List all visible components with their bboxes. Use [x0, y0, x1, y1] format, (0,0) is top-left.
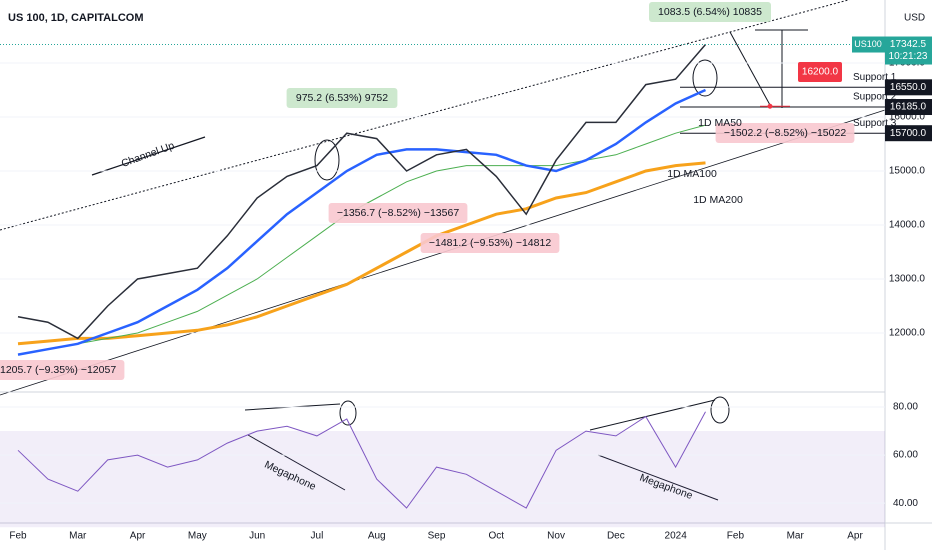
annotation-box	[420, 233, 560, 253]
channel-top	[0, 0, 851, 231]
rsi-tick-label: 40.00	[893, 498, 918, 509]
annotation-box	[328, 203, 468, 223]
x-tick-label: Feb	[727, 531, 745, 542]
annotation: 1D MA50	[698, 117, 742, 129]
currency: USD	[904, 13, 925, 24]
annotation-box	[0, 360, 125, 380]
annotation: −1205.7 (−9.35%) −12057	[0, 364, 116, 376]
support-name: Support 3	[853, 118, 897, 129]
support-tag	[885, 125, 932, 142]
circle	[339, 400, 357, 426]
last-price: 17342.5	[890, 39, 927, 50]
x-tick-label: Nov	[547, 531, 565, 542]
x-tick-label: Mar	[787, 531, 805, 542]
support-name: Support 2	[853, 92, 897, 103]
x-tick-label: May	[188, 531, 207, 542]
series-line	[17, 88, 707, 356]
channel-arrow	[91, 136, 206, 176]
x-tick-label: Mar	[69, 531, 87, 542]
support-name: Support 1	[853, 72, 897, 83]
support-value: 15700.0	[890, 128, 927, 139]
annotation: 975.2 (6.53%) 9752	[296, 92, 388, 104]
support-value: 16185.0	[890, 102, 927, 113]
x-tick-label: Apr	[130, 531, 146, 542]
circle	[314, 139, 340, 181]
circle	[710, 396, 730, 424]
rsi-band	[0, 431, 885, 528]
x-tick-label: Jul	[311, 531, 324, 542]
annotation: 1D MA100	[667, 168, 717, 180]
target-point	[767, 103, 773, 109]
rsi-tick-label: 80.00	[893, 402, 918, 413]
megaphone-line	[247, 434, 346, 491]
rsi-line	[17, 411, 706, 509]
symbol-tag	[852, 36, 885, 53]
annotation-box	[286, 88, 398, 108]
chart-title: US 100, 1D, CAPITALCOM	[8, 12, 144, 24]
x-tick-label: Feb	[9, 531, 27, 542]
megaphone-line	[589, 399, 716, 431]
series-line	[17, 161, 706, 346]
annotation: −1356.7 (−8.52%) −13567	[337, 207, 459, 219]
projection	[729, 31, 771, 106]
x-tick-label: Apr	[847, 531, 863, 542]
annotation: 1083.5 (6.54%) 10835	[658, 6, 762, 18]
rsi-tick-label: 60.00	[893, 450, 918, 461]
x-tick-label: Aug	[368, 531, 386, 542]
annotation-box	[715, 123, 855, 143]
megaphone-line	[597, 454, 719, 501]
y-tick-label: 13000.0	[889, 274, 926, 285]
circle	[692, 59, 718, 97]
annotation-box	[649, 2, 771, 22]
support-tag	[885, 79, 932, 96]
x-tick-label: 2024	[665, 531, 688, 542]
x-tick-label: Oct	[489, 531, 505, 542]
x-tick-label: Dec	[607, 531, 625, 542]
annotation: 1D MA200	[693, 194, 743, 206]
symbol: US100	[854, 39, 882, 49]
y-tick-label: 12000.0	[889, 328, 926, 339]
annotation: −1502.2 (−8.52%) −15022	[724, 127, 846, 139]
annotation: −1481.2 (−9.53%) −14812	[429, 237, 551, 249]
price-tag	[885, 36, 932, 65]
series-line	[17, 44, 707, 340]
support-tag	[885, 99, 932, 116]
target-label: 16200.0	[802, 67, 839, 78]
x-tick-label: Sep	[428, 531, 446, 542]
target-box	[798, 62, 842, 82]
y-tick-label: 15000.0	[889, 166, 926, 177]
x-tick-label: Jun	[249, 531, 265, 542]
y-tick-label: 16000.0	[889, 112, 926, 123]
support-value: 16550.0	[890, 82, 927, 93]
countdown: 10:21:23	[889, 51, 928, 62]
y-tick-label: 14000.0	[889, 220, 926, 231]
